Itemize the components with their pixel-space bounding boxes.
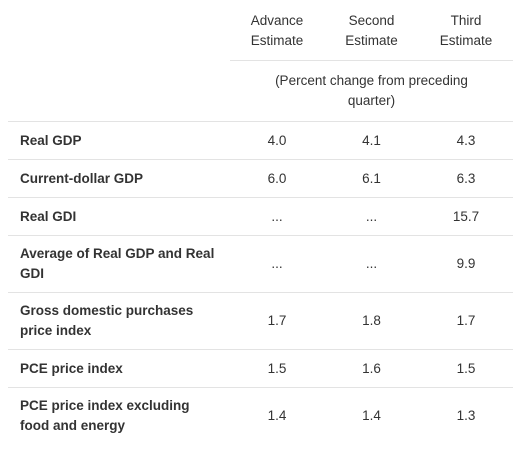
row-label: Real GDI [8,197,230,236]
third-value: 9.9 [419,235,513,293]
subheader-spacer [8,61,230,122]
third-value: 1.5 [419,349,513,388]
row-label: Real GDP [8,121,230,160]
table-row: PCE price index 1.5 1.6 1.5 [8,349,513,388]
advance-value: ... [230,235,324,293]
second-value: 4.1 [324,121,419,160]
advance-value: 4.0 [230,121,324,160]
column-header-advance: Advance Estimate [250,13,304,48]
advance-value: 1.7 [230,292,324,350]
second-value: 6.1 [324,159,419,198]
table-row: Gross domestic purchases price index 1.7… [8,292,513,350]
table-row: Current-dollar GDP 6.0 6.1 6.3 [8,159,513,198]
third-value: 1.3 [419,387,513,444]
gdp-estimates-table-container: Advance Estimate Second Estimate Third E… [8,0,513,444]
second-value: ... [324,197,419,236]
advance-value: 6.0 [230,159,324,198]
second-value: 1.6 [324,349,419,388]
column-header-second: Second Estimate [345,13,398,48]
third-value: 6.3 [419,159,513,198]
table-row: Real GDP 4.0 4.1 4.3 [8,121,513,160]
second-value: 1.4 [324,387,419,444]
table-row: Real GDI ... ... 15.7 [8,197,513,236]
third-value: 1.7 [419,292,513,350]
unit-subheader-row: (Percent change from preceding quarter) [8,60,513,122]
column-header-row: Advance Estimate Second Estimate Third E… [8,0,513,61]
column-header-third: Third Estimate [439,13,493,48]
row-label: PCE price index excluding food and energ… [8,387,230,444]
third-value: 15.7 [419,197,513,236]
row-label: Current-dollar GDP [8,159,230,198]
third-value: 4.3 [419,121,513,160]
unit-subheader: (Percent change from preceding quarter) [230,60,513,122]
advance-value: ... [230,197,324,236]
corner-cell [8,0,230,61]
table-row: PCE price index excluding food and energ… [8,387,513,444]
row-label: Gross domestic purchases price index [8,292,230,350]
advance-value: 1.5 [230,349,324,388]
table-row: Average of Real GDP and Real GDI ... ...… [8,235,513,293]
row-label: PCE price index [8,349,230,388]
row-label: Average of Real GDP and Real GDI [8,235,230,293]
second-value: 1.8 [324,292,419,350]
advance-value: 1.4 [230,387,324,444]
second-value: ... [324,235,419,293]
gdp-estimates-table: Advance Estimate Second Estimate Third E… [8,0,513,444]
